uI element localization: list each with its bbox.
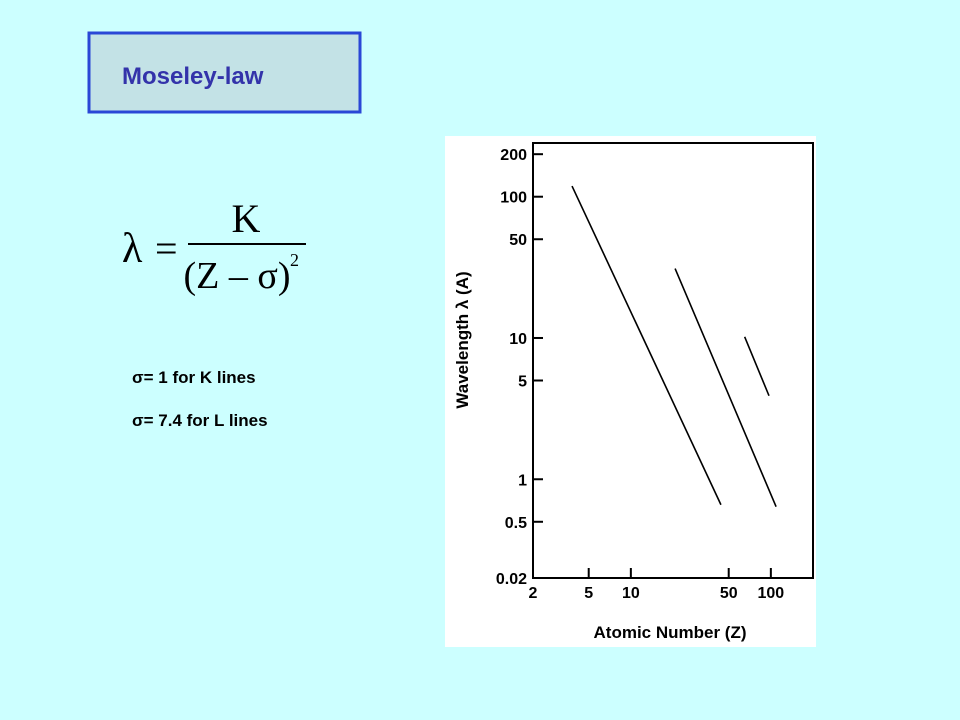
title-box: [87, 31, 362, 114]
series-line: [743, 336, 770, 397]
x-tick-label: 100: [758, 585, 785, 602]
y-tick-label: 10: [509, 331, 527, 348]
y-tick-label: 0.5: [505, 515, 527, 532]
x-axis-label: Atomic Number (Z): [594, 623, 747, 642]
plot-frame: [532, 142, 814, 579]
y-tick-label: 0.02: [496, 571, 527, 588]
series-line: [571, 185, 722, 506]
x-tick-label: 10: [622, 585, 640, 602]
series-line: [674, 268, 777, 507]
note: σ= 7.4 for L lines: [132, 411, 268, 430]
y-axis-label: Wavelength λ (A): [453, 271, 472, 408]
note: σ= 1 for K lines: [132, 368, 256, 387]
y-tick-label: 100: [500, 190, 527, 207]
y-tick-label: 200: [500, 147, 527, 164]
y-tick-label: 50: [509, 232, 527, 249]
formula-lhs: λ: [122, 226, 143, 272]
x-tick-label: 50: [720, 585, 738, 602]
y-tick-label: 5: [518, 374, 527, 391]
x-tick-label: 5: [584, 585, 593, 602]
formula-numerator: K: [232, 196, 261, 241]
formula-exponent: 2: [290, 250, 299, 270]
y-tick-label: 1: [518, 472, 527, 489]
chart-panel: [445, 136, 816, 647]
formula-equals: =: [155, 226, 178, 271]
formula-denominator: (Z – σ): [183, 255, 290, 297]
title: Moseley-law: [122, 63, 264, 90]
x-tick-label: 2: [529, 585, 538, 602]
